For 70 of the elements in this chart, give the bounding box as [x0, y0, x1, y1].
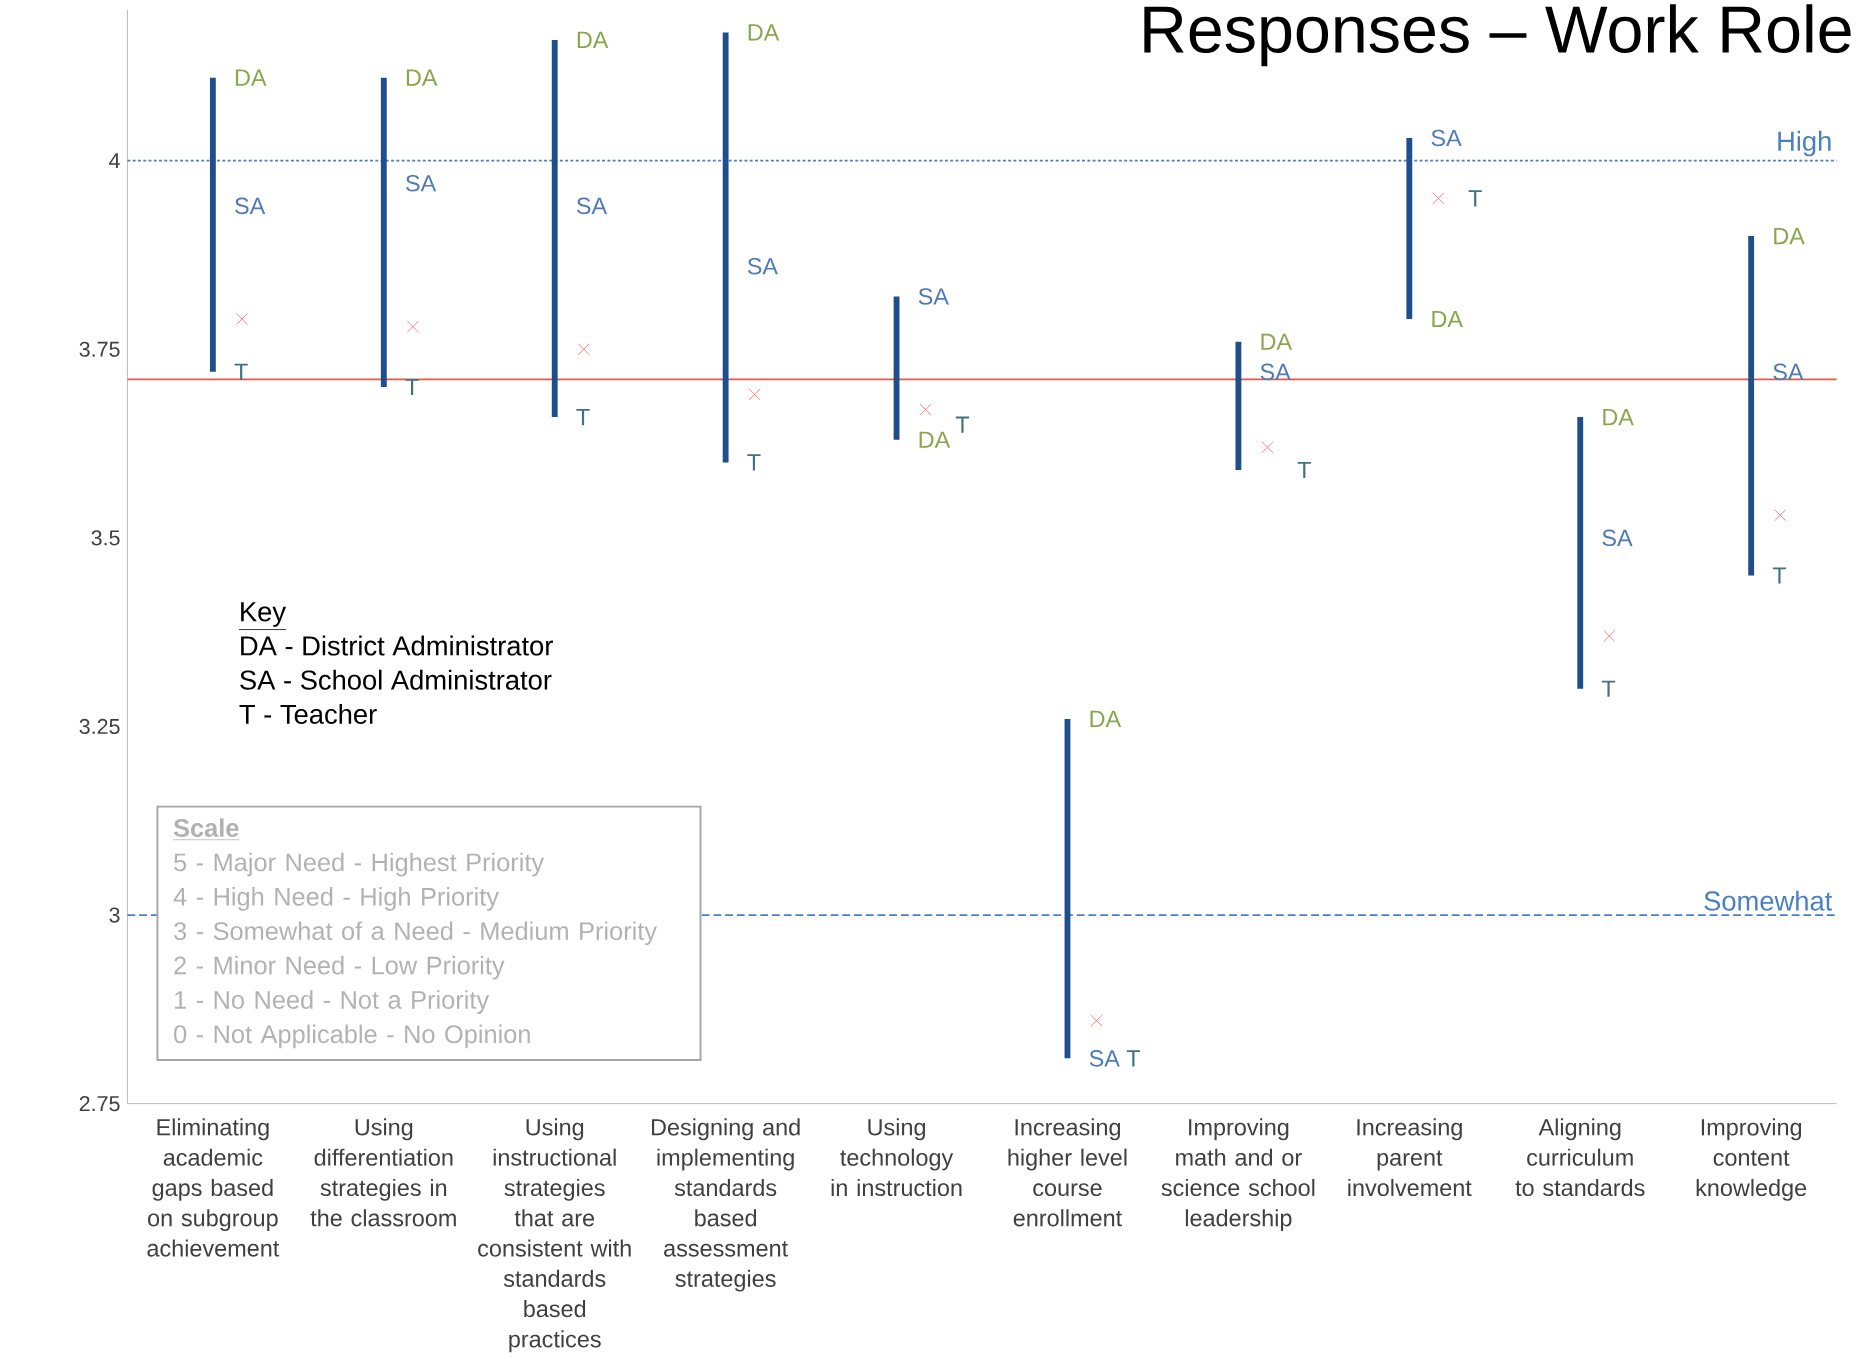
annotation: SA — [235, 197, 266, 215]
x-tick-label: Improving math and or science school leadership — [1161, 1118, 1315, 1232]
point — [236, 313, 248, 326]
annotation: SA — [918, 288, 949, 305]
annotation: T — [1468, 190, 1482, 207]
annotation: DA — [235, 69, 267, 86]
annotation: SA — [576, 197, 608, 215]
ref-line-label: Somewhat — [1704, 890, 1833, 911]
x-tick-label: Using differentiation strategies in the classroom — [310, 1118, 456, 1227]
point — [577, 343, 590, 356]
ref-line-label: High — [1778, 131, 1831, 157]
x-tick-label: Designing and implementing standards based assessment strategies — [651, 1118, 800, 1292]
annotation: DA — [1774, 228, 1805, 245]
y-tick-label: 3 — [109, 907, 120, 923]
annotation: 0 - Not Applicable - No Opinion — [174, 1024, 530, 1049]
y-tick-label: 3.25 — [79, 719, 120, 735]
point — [748, 388, 761, 401]
annotation: 4 - High Need - High Priority — [173, 887, 499, 911]
annotation: T — [405, 379, 419, 396]
annotation: Key — [241, 602, 286, 627]
annotation: 1 - No Need - Not a Priority — [175, 990, 490, 1015]
annotation: DA — [577, 32, 609, 49]
annotation: T - Teacher — [239, 704, 377, 725]
annotation: SA — [1089, 1050, 1120, 1067]
chart-title: Responses – Work Role — [1144, 4, 1851, 67]
annotation: Scale — [173, 818, 239, 838]
annotation: DA - District Administrator — [241, 635, 553, 656]
annotation: T — [1601, 680, 1616, 697]
annotation: T — [1126, 1050, 1141, 1067]
y-tick-label: 2.75 — [79, 1096, 120, 1112]
annotation: DA — [1432, 311, 1463, 328]
annotation: DA — [1603, 409, 1634, 426]
point — [1261, 441, 1274, 454]
annotation: DA — [406, 69, 438, 86]
annotation: T — [747, 454, 761, 471]
x-tick-label: Using technology in instruction — [831, 1118, 962, 1197]
annotation: 2 - Minor Need - Low Priority — [174, 956, 505, 980]
annotation: SA - School Administrator — [240, 669, 552, 690]
annotation: SA — [406, 175, 437, 192]
annotation: 3 - Somewhat of a Need - Medium Priority — [174, 921, 658, 946]
annotation: SA — [1260, 363, 1291, 381]
point — [406, 320, 419, 333]
point — [1603, 630, 1616, 642]
x-tick-label: Increasing higher level course enrollment — [1008, 1118, 1127, 1227]
x-tick-label: Using instructional strategies that are consistent with standards based practices — [478, 1118, 631, 1353]
y-tick-label: 4 — [109, 153, 120, 169]
point — [1432, 192, 1445, 205]
annotation: SA — [1602, 529, 1633, 547]
annotation: T — [1297, 462, 1311, 479]
point — [1090, 1014, 1103, 1027]
annotation: DA — [919, 431, 951, 448]
annotation: SA — [1773, 363, 1804, 381]
point — [1774, 509, 1787, 522]
annotation: DA — [1261, 333, 1293, 350]
annotation: 5 - Major Need - Highest Priority — [174, 852, 545, 877]
annotation: T — [576, 409, 590, 426]
annotation: SA — [1431, 129, 1462, 147]
y-tick-label: 3.5 — [91, 530, 120, 546]
y-tick-label: 3.75 — [79, 341, 120, 358]
annotation: T — [1772, 567, 1787, 584]
point — [919, 403, 932, 416]
x-tick-label: Eliminating academic gaps based on subgroup achievement — [147, 1118, 280, 1257]
annotation: DA — [748, 24, 780, 41]
annotation: SA — [747, 258, 779, 275]
x-tick-label: Increasing parent involvement — [1348, 1118, 1472, 1197]
x-tick-label: Improving content knowledge — [1696, 1118, 1807, 1201]
x-tick-label: Aligning curriculum to standards — [1515, 1118, 1645, 1197]
annotation: DA — [1090, 711, 1122, 728]
annotation: T — [234, 363, 248, 381]
annotation: T — [955, 416, 970, 433]
